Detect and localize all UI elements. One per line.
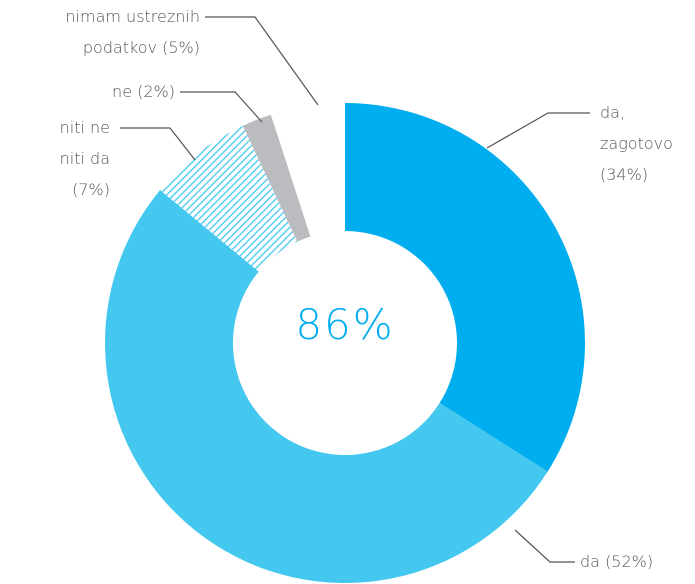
value-label: (7%)	[72, 180, 110, 199]
slice	[345, 103, 585, 472]
slice-label: da (52%)	[580, 546, 653, 577]
value-label: (2%)	[137, 82, 175, 101]
center-label: 86%	[295, 300, 395, 349]
slice-label: nimam ustreznih podatkov (5%)	[30, 1, 200, 63]
slice	[104, 190, 548, 584]
slice	[160, 125, 298, 272]
donut	[104, 103, 585, 584]
category: da	[580, 552, 600, 571]
slice-label: da, zagotovo (34%)	[600, 97, 692, 190]
leader-line	[486, 112, 590, 149]
leader-line	[180, 91, 263, 123]
category: ne	[112, 82, 133, 101]
value-label: (5%)	[162, 38, 200, 57]
slice	[242, 114, 311, 242]
leader-line	[205, 16, 319, 106]
leader-line	[514, 529, 575, 563]
category: nimam ustreznih podatkov	[65, 7, 200, 57]
category: da, zagotovo	[600, 103, 673, 153]
slice-label: niti ne niti da (7%)	[44, 112, 110, 205]
value-label: (34%)	[600, 165, 649, 184]
category: niti ne niti da	[59, 118, 110, 168]
slice-label: ne (2%)	[112, 76, 175, 107]
value-label: (52%)	[605, 552, 654, 571]
leader-line	[120, 127, 196, 161]
